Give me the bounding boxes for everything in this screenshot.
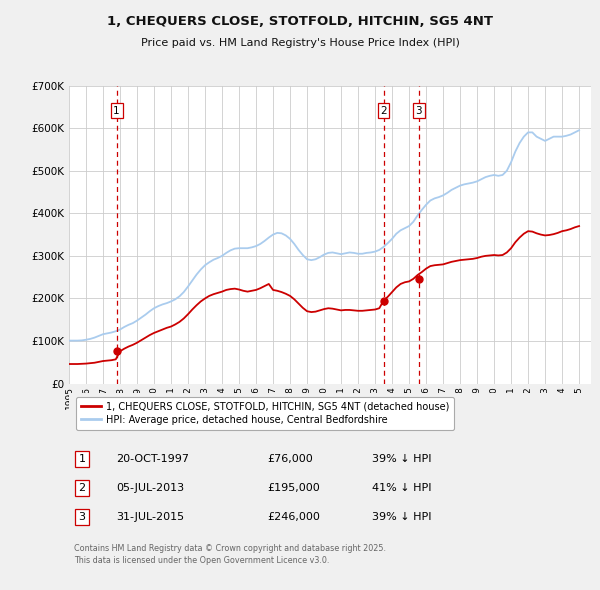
Text: £195,000: £195,000 [268, 483, 320, 493]
Text: Price paid vs. HM Land Registry's House Price Index (HPI): Price paid vs. HM Land Registry's House … [140, 38, 460, 48]
Text: 20-OCT-1997: 20-OCT-1997 [116, 454, 189, 464]
Text: 1: 1 [113, 106, 120, 116]
Text: 39% ↓ HPI: 39% ↓ HPI [372, 512, 431, 522]
Text: Contains HM Land Registry data © Crown copyright and database right 2025.
This d: Contains HM Land Registry data © Crown c… [74, 544, 386, 565]
Text: 1: 1 [79, 454, 86, 464]
Legend: 1, CHEQUERS CLOSE, STOTFOLD, HITCHIN, SG5 4NT (detached house), HPI: Average pri: 1, CHEQUERS CLOSE, STOTFOLD, HITCHIN, SG… [76, 397, 454, 430]
Text: £76,000: £76,000 [268, 454, 313, 464]
Text: £246,000: £246,000 [268, 512, 320, 522]
Text: 39% ↓ HPI: 39% ↓ HPI [372, 454, 431, 464]
Text: 05-JUL-2013: 05-JUL-2013 [116, 483, 184, 493]
Text: 31-JUL-2015: 31-JUL-2015 [116, 512, 184, 522]
Text: 2: 2 [380, 106, 387, 116]
Text: 2: 2 [79, 483, 86, 493]
Text: 41% ↓ HPI: 41% ↓ HPI [372, 483, 431, 493]
Text: 3: 3 [416, 106, 422, 116]
Text: 3: 3 [79, 512, 86, 522]
Text: 1, CHEQUERS CLOSE, STOTFOLD, HITCHIN, SG5 4NT: 1, CHEQUERS CLOSE, STOTFOLD, HITCHIN, SG… [107, 15, 493, 28]
